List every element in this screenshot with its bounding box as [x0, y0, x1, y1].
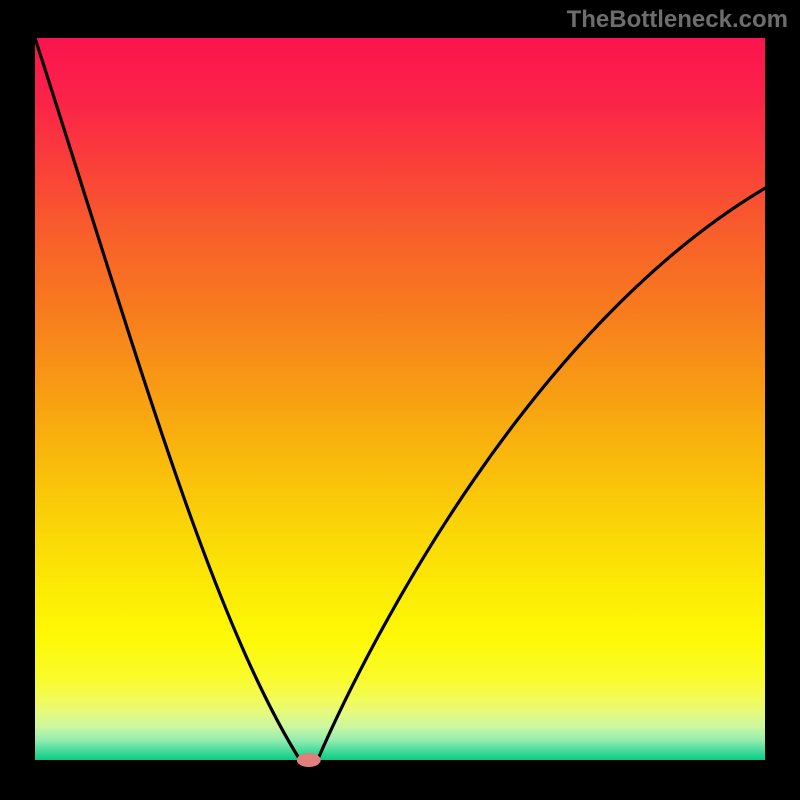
chart-svg [0, 0, 800, 800]
optimum-marker [297, 753, 321, 767]
plot-background [35, 38, 765, 760]
chart-stage: TheBottleneck.com [0, 0, 800, 800]
watermark-text: TheBottleneck.com [567, 6, 788, 34]
